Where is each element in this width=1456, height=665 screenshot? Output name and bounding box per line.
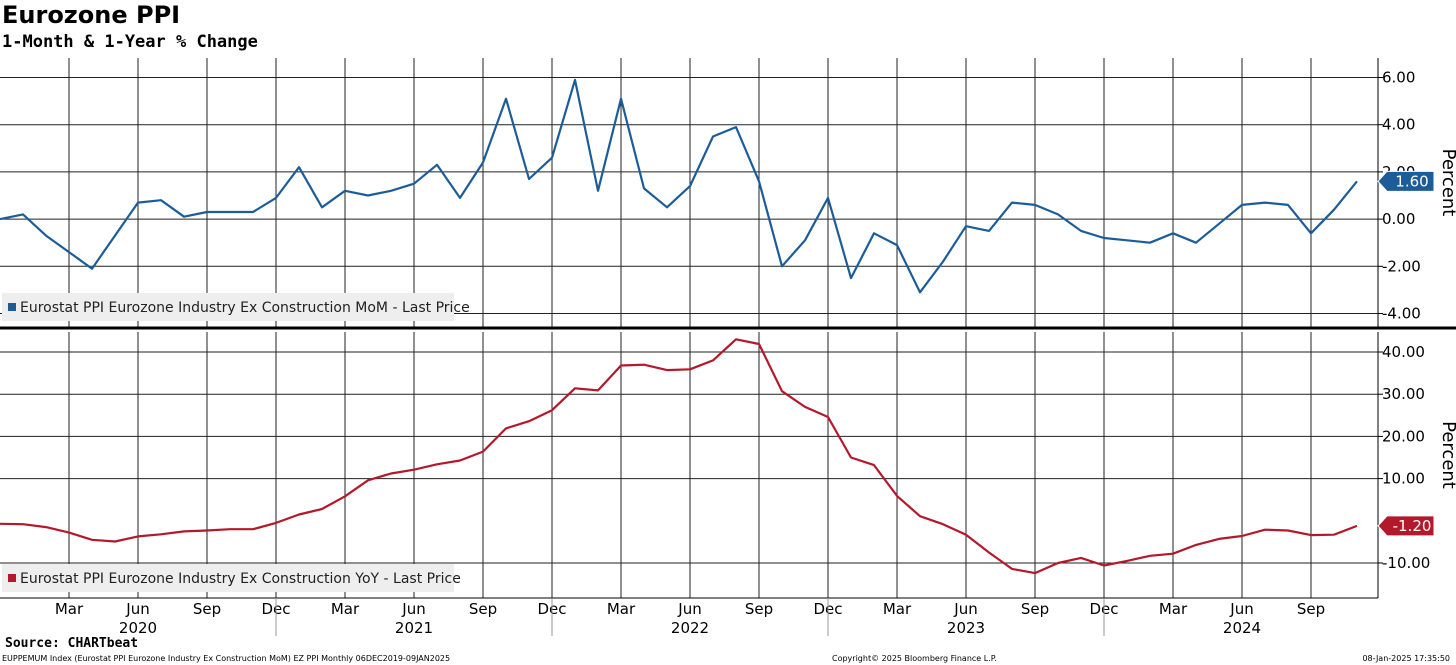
x-tick-label-month: Mar	[883, 600, 912, 618]
series-line	[0, 338, 1358, 575]
legend-box	[2, 293, 454, 321]
x-tick-label-month: Sep	[193, 600, 221, 618]
x-tick-label-year: 2021	[395, 619, 433, 637]
source-note: Source: CHARTbeat	[5, 636, 139, 651]
x-tick-label-month: Jun	[677, 600, 701, 618]
series-layer	[0, 78, 1358, 575]
last-value-badge-bg	[1377, 170, 1435, 192]
x-tick-label-year: 2024	[1223, 619, 1261, 637]
chart-title: Eurozone PPI	[2, 1, 181, 29]
last-value-label: -1.20	[1393, 517, 1432, 535]
footer-timestamp: 08-Jan-2025 17:35:50	[1362, 654, 1450, 663]
x-tick-label-month: Sep	[1021, 600, 1049, 618]
last-value-badge-bg	[1377, 515, 1435, 537]
y-tick-label: 10.00	[1382, 470, 1425, 488]
y-tick-label: 40.00	[1382, 343, 1425, 361]
chart-subtitle: 1-Month & 1-Year % Change	[2, 32, 258, 52]
x-tick-label-year: 2020	[119, 619, 157, 637]
last-value-badge: -1.20	[1377, 515, 1435, 537]
axis-layer: 6.004.002.000.00-2.00-4.00Percent1.6040.…	[0, 58, 1456, 637]
x-tick-label-month: Mar	[55, 600, 84, 618]
y-axis-title: Percent	[1438, 149, 1456, 217]
x-tick-label-month: Jun	[125, 600, 149, 618]
y-tick-label: 4.00	[1382, 116, 1415, 134]
x-tick-label-month: Mar	[331, 600, 360, 618]
x-tick-label-month: Sep	[469, 600, 497, 618]
legend-swatch	[8, 303, 16, 311]
legend-label: Eurostat PPI Eurozone Industry Ex Constr…	[20, 571, 461, 587]
footer-copyright: Copyright© 2025 Bloomberg Finance L.P.	[832, 654, 997, 663]
x-tick-label-year: 2022	[671, 619, 709, 637]
x-tick-label-year: 2023	[947, 619, 985, 637]
x-tick-label-month: Sep	[745, 600, 773, 618]
legend-swatch	[8, 574, 16, 582]
x-tick-label-month: Mar	[1159, 600, 1188, 618]
legend-label: Eurostat PPI Eurozone Industry Ex Constr…	[20, 300, 470, 316]
series-line	[0, 78, 1358, 294]
y-axis-title: Percent	[1438, 421, 1456, 489]
y-tick-label: 6.00	[1382, 69, 1415, 87]
y-tick-label: 0.00	[1382, 210, 1415, 228]
x-tick-label-month: Jun	[1229, 600, 1253, 618]
x-tick-label-month: Sep	[1297, 600, 1325, 618]
y-tick-label: -4.00	[1382, 305, 1421, 323]
last-value-badge: 1.60	[1377, 170, 1435, 192]
legend-box	[2, 564, 454, 592]
y-tick-label: -10.00	[1382, 554, 1430, 572]
y-tick-label: 30.00	[1382, 385, 1425, 403]
x-tick-label-month: Jun	[953, 600, 977, 618]
y-tick-label: 20.00	[1382, 427, 1425, 445]
y-tick-label: -2.00	[1382, 257, 1421, 275]
x-tick-label-month: Jun	[401, 600, 425, 618]
last-value-label: 1.60	[1395, 172, 1428, 190]
legend-layer: Eurostat PPI Eurozone Industry Ex Constr…	[2, 293, 470, 592]
footer-ticker-info: EUPPEMUM Index (Eurostat PPI Eurozone In…	[2, 654, 451, 663]
x-tick-label-month: Mar	[607, 600, 636, 618]
